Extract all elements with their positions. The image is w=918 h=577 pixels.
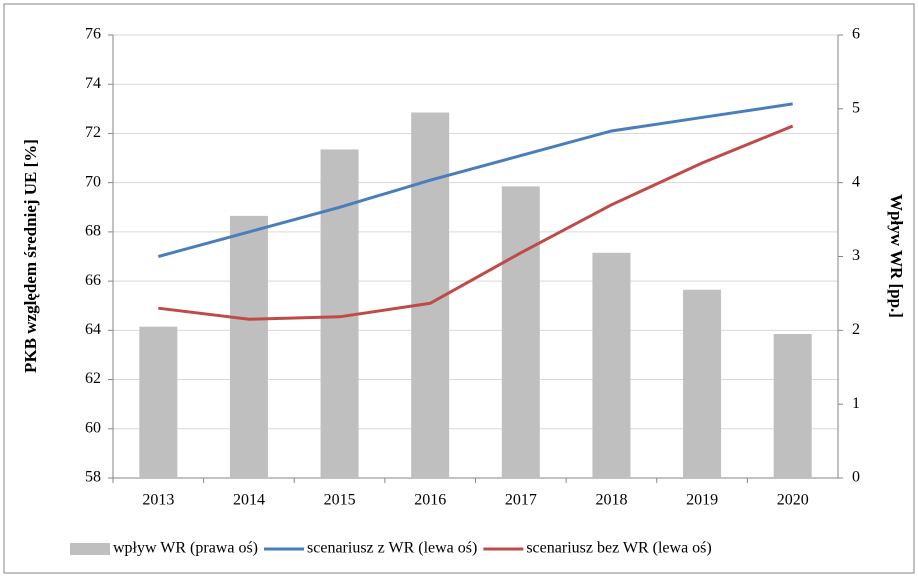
- bar: [139, 326, 178, 478]
- y-tick-label: 64: [85, 321, 101, 338]
- y-axis-title: PKB względem średniej UE [%]: [21, 139, 40, 373]
- y-tick-label: 70: [85, 173, 101, 190]
- y2-tick-label: 5: [852, 100, 860, 117]
- y2-tick-label: 4: [852, 173, 860, 190]
- legend-label: scenariusz bez WR (lewa oś): [526, 540, 711, 557]
- bar: [501, 186, 540, 478]
- y-tick-label: 66: [85, 272, 101, 289]
- x-tick-label: 2017: [505, 492, 537, 509]
- bar: [683, 289, 722, 478]
- bar: [229, 215, 268, 478]
- y-tick-label: 76: [85, 26, 101, 43]
- x-tick-label: 2016: [414, 492, 446, 509]
- x-tick-label: 2014: [233, 492, 265, 509]
- y2-tick-label: 2: [852, 321, 860, 338]
- legend-label: wpływ WR (prawa oś): [113, 540, 258, 557]
- y-tick-label: 74: [85, 75, 101, 92]
- x-tick-label: 2019: [686, 492, 718, 509]
- line: [158, 124, 794, 321]
- x-tick-label: 2020: [777, 492, 809, 509]
- legend-swatch: [70, 543, 110, 555]
- y-tick-label: 58: [85, 469, 101, 486]
- y-tick-label: 60: [85, 419, 101, 436]
- x-tick-label: 2015: [324, 492, 356, 509]
- bar: [773, 334, 812, 478]
- y2-tick-label: 1: [852, 395, 860, 412]
- y-tick-label: 62: [85, 370, 101, 387]
- x-tick-label: 2018: [595, 492, 627, 509]
- y2-tick-label: 0: [852, 469, 860, 486]
- y2-axis-title: Wpływ WR [pp.]: [887, 194, 906, 318]
- y-tick-label: 68: [85, 223, 101, 240]
- y2-tick-label: 6: [852, 26, 860, 43]
- y-tick-label: 72: [85, 124, 101, 141]
- legend-label: scenariusz z WR (lewa oś): [307, 540, 477, 557]
- line: [157, 102, 793, 258]
- x-tick-label: 2013: [142, 492, 174, 509]
- y2-tick-label: 3: [852, 247, 860, 264]
- bar: [592, 252, 631, 478]
